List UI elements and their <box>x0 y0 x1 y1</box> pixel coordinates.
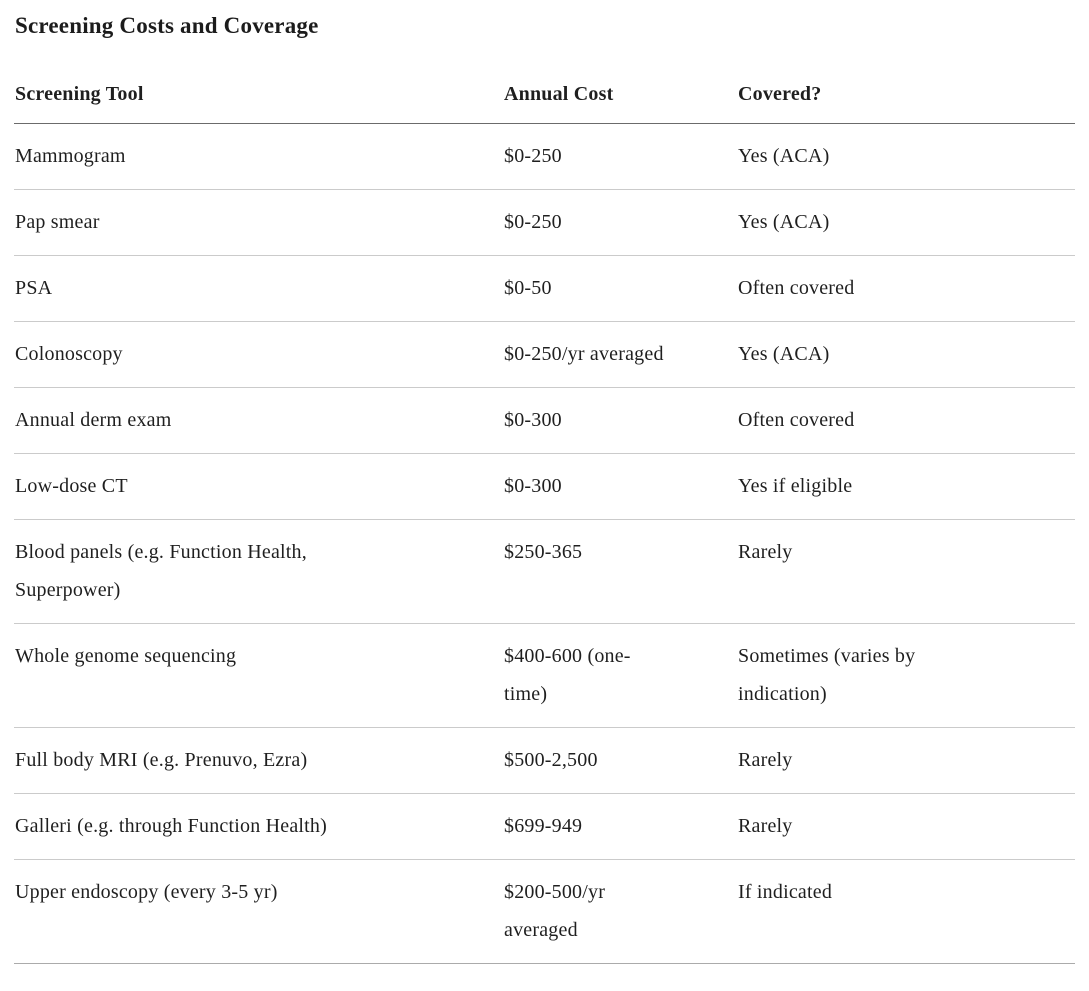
table-body: Mammogram $0-250 Yes (ACA) Pap smear $0-250 Y… <box>14 124 1075 964</box>
cell-tool: Galleri (e.g. through Function Health) <box>15 815 327 837</box>
article-page: Screening Costs and Coverage Screening T… <box>14 13 1075 964</box>
table-row: Low-dose CT $0-300 Yes if eligible <box>14 454 1075 520</box>
page-title: Screening Costs and Coverage <box>15 13 319 38</box>
cell-covered: Often covered <box>738 277 855 299</box>
cell-tool: Full body MRI (e.g. Prenuvo, Ezra) <box>15 749 308 771</box>
cell-covered: Often covered <box>738 409 855 431</box>
cell-tool: Annual derm exam <box>15 409 172 431</box>
cell-cost: $699-949 <box>504 815 583 837</box>
cell-cost: $500-2,500 <box>504 749 598 771</box>
cell-covered: Sometimes (varies by indication) <box>738 645 916 705</box>
table-row: Mammogram $0-250 Yes (ACA) <box>14 124 1075 190</box>
cell-tool: Upper endoscopy (every 3-5 yr) <box>15 881 278 903</box>
column-header-covered: Covered? <box>738 83 822 105</box>
cell-covered: If indicated <box>738 881 833 903</box>
table-row: Whole genome sequencing $400-600 (one- ti… <box>14 624 1075 728</box>
cell-tool: Blood panels (e.g. Function Health, Supe… <box>15 541 307 601</box>
cell-cost: $400-600 (one- time) <box>504 645 631 705</box>
cell-cost: $200-500/yr averaged <box>504 881 606 941</box>
cell-tool: Mammogram <box>15 145 126 167</box>
cell-cost: $0-300 <box>504 475 562 497</box>
cell-tool: PSA <box>15 277 53 299</box>
cell-tool: Whole genome sequencing <box>15 645 237 667</box>
table-row: Annual derm exam $0-300 Often covered <box>14 388 1075 454</box>
cell-cost: $0-50 <box>504 277 552 299</box>
table-row: Galleri (e.g. through Function Health) $6… <box>14 794 1075 860</box>
column-header-screening-tool: Screening Tool <box>15 83 144 105</box>
table-row: Upper endoscopy (every 3-5 yr) $200-500/y… <box>14 860 1075 964</box>
cell-cost: $250-365 <box>504 541 583 563</box>
table-row: Full body MRI (e.g. Prenuvo, Ezra) $500-2… <box>14 728 1075 794</box>
cell-covered: Rarely <box>738 815 793 837</box>
cell-tool: Low-dose CT <box>15 475 128 497</box>
table-row: PSA $0-50 Often covered <box>14 256 1075 322</box>
cell-covered: Yes (ACA) <box>738 211 830 233</box>
screening-costs-table: Screening Tool Annual Cost Covered? Mamm… <box>14 75 1075 964</box>
cell-cost: $0-250/yr averaged <box>504 343 664 365</box>
table-header-row: Screening Tool Annual Cost Covered? <box>14 75 1075 124</box>
cell-covered: Yes if eligible <box>738 475 853 497</box>
cell-covered: Yes (ACA) <box>738 145 830 167</box>
cell-covered: Rarely <box>738 749 793 771</box>
cell-covered: Yes (ACA) <box>738 343 830 365</box>
cell-cost: $0-250 <box>504 145 562 167</box>
table-row: Pap smear $0-250 Yes (ACA) <box>14 190 1075 256</box>
cell-tool: Pap smear <box>15 211 100 233</box>
cell-cost: $0-250 <box>504 211 562 233</box>
cell-cost: $0-300 <box>504 409 562 431</box>
table-row: Blood panels (e.g. Function Health, Supe… <box>14 520 1075 624</box>
cell-tool: Colonoscopy <box>15 343 123 365</box>
table-row: Colonoscopy $0-250/yr averaged Yes (ACA) <box>14 322 1075 388</box>
column-header-annual-cost: Annual Cost <box>504 83 614 105</box>
cell-covered: Rarely <box>738 541 793 563</box>
